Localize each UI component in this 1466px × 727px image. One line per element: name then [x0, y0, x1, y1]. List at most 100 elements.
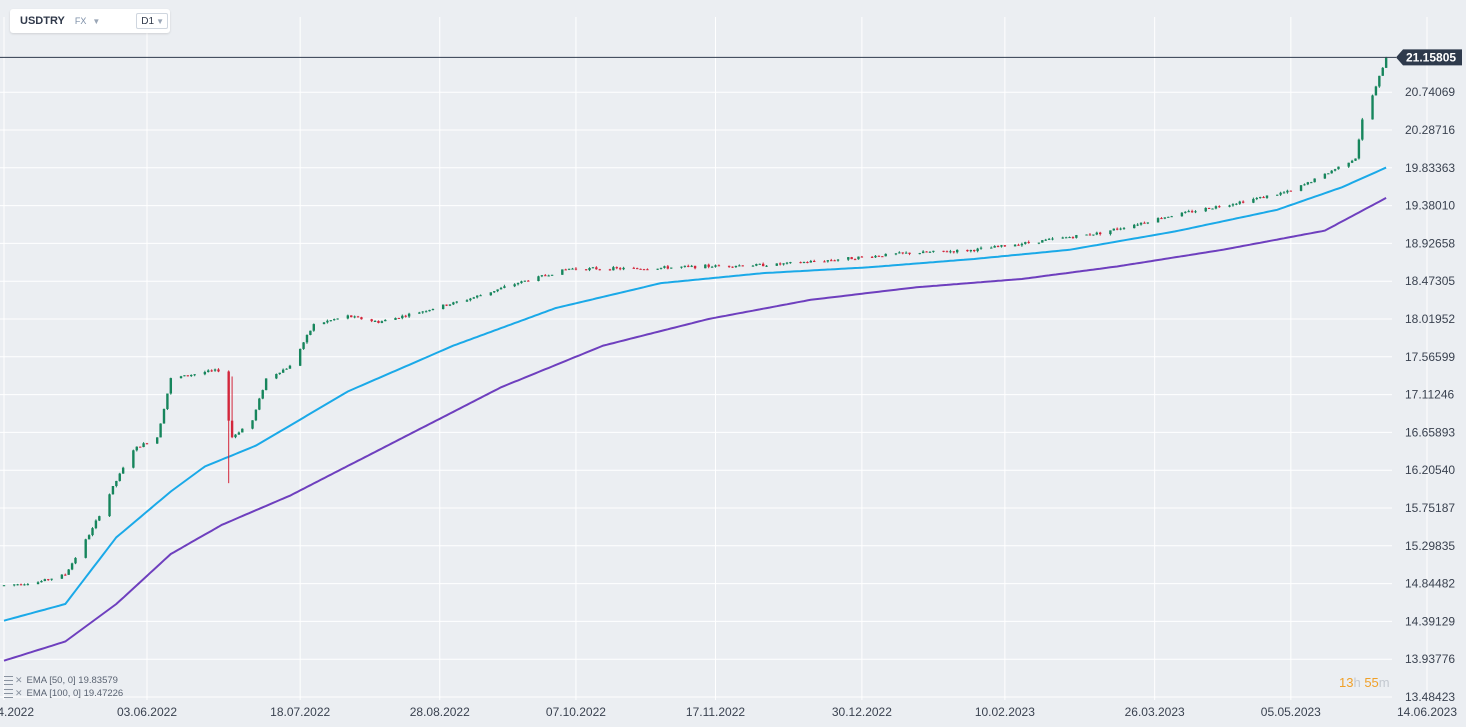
- timeframe-select[interactable]: D1 ▼: [136, 13, 169, 29]
- close-icon[interactable]: ✕: [15, 675, 23, 685]
- candle: [1361, 117, 1364, 141]
- candle: [394, 317, 397, 320]
- y-tick-label: 13.48423: [1405, 690, 1455, 704]
- candle-body: [1027, 242, 1030, 244]
- candle-body: [230, 420, 234, 438]
- candle-body: [799, 262, 802, 264]
- candle: [1371, 94, 1374, 120]
- candle: [612, 265, 615, 271]
- candle-body: [734, 265, 738, 268]
- candle-body: [547, 275, 550, 277]
- y-tick-label: 16.20540: [1405, 463, 1455, 477]
- candle: [179, 375, 183, 379]
- candle-body: [1184, 211, 1187, 213]
- y-tick-label: 15.75187: [1405, 501, 1455, 515]
- indicator-settings-icon[interactable]: [4, 676, 13, 685]
- candle: [455, 301, 458, 304]
- candle: [642, 268, 646, 271]
- candle: [591, 266, 595, 269]
- candle-body: [857, 256, 860, 260]
- last-price-value: 21.15805: [1406, 50, 1456, 64]
- candle-body: [384, 319, 387, 322]
- candle-body: [1139, 222, 1143, 225]
- candle-body: [493, 291, 496, 293]
- candle-body: [1289, 190, 1293, 192]
- candle: [741, 265, 744, 267]
- candle: [1139, 222, 1143, 226]
- candle-body: [707, 264, 710, 267]
- close-icon[interactable]: ✕: [15, 688, 23, 698]
- candle: [731, 266, 734, 268]
- x-tick-label: 07.10.2022: [546, 705, 606, 719]
- candle-body: [1374, 86, 1378, 96]
- candle-body: [993, 246, 996, 248]
- candle: [567, 268, 571, 271]
- candle-body: [377, 320, 380, 323]
- candle: [26, 583, 30, 586]
- candle: [1116, 227, 1119, 231]
- candle: [380, 320, 384, 324]
- candle-body: [441, 304, 445, 310]
- candle-body: [1327, 173, 1330, 175]
- candle-body: [213, 369, 217, 371]
- timer-hours: 13: [1339, 675, 1354, 690]
- candle-body: [418, 312, 421, 314]
- indicator-settings-icon[interactable]: [4, 689, 13, 698]
- candle: [237, 431, 241, 435]
- candle: [734, 265, 738, 268]
- candle: [217, 368, 220, 373]
- candle: [19, 583, 23, 586]
- candle-body: [285, 368, 288, 370]
- candle: [1167, 216, 1170, 218]
- candle-body: [952, 251, 956, 253]
- candle-body: [1116, 228, 1119, 230]
- candle: [785, 261, 789, 265]
- candle-body: [94, 520, 98, 529]
- candle-body: [1207, 207, 1211, 209]
- candle: [36, 581, 40, 585]
- x-tick-label: 28.08.2022: [410, 705, 470, 719]
- symbol-dropdown-icon[interactable]: ▼: [92, 16, 101, 26]
- candle-body: [1306, 182, 1310, 185]
- candle: [976, 247, 979, 253]
- candle-body: [23, 584, 26, 586]
- candle: [877, 255, 881, 257]
- candle-body: [121, 467, 125, 474]
- candle-body: [996, 246, 1000, 248]
- candle-body: [1136, 224, 1139, 226]
- candle: [761, 262, 765, 267]
- y-tick-label: 14.84482: [1405, 577, 1455, 591]
- candle: [523, 280, 527, 282]
- candle: [775, 263, 778, 267]
- candle-body: [618, 268, 622, 270]
- candle-body: [145, 443, 149, 445]
- candle-body: [540, 275, 544, 277]
- candle: [431, 308, 435, 311]
- candle-body: [74, 557, 77, 564]
- candle-body: [693, 265, 697, 269]
- candle-body: [353, 316, 356, 318]
- candle: [945, 250, 949, 253]
- candle: [469, 297, 472, 302]
- candle-body: [731, 266, 734, 268]
- candle-body: [809, 260, 813, 263]
- candle: [996, 245, 1000, 248]
- candle: [833, 259, 836, 262]
- candle: [584, 269, 588, 271]
- candle-body: [370, 319, 373, 322]
- candle-body: [312, 324, 315, 331]
- candle-body: [380, 321, 384, 323]
- candle: [809, 259, 813, 263]
- candle: [1252, 197, 1255, 204]
- candle-body: [1282, 192, 1286, 194]
- candle: [47, 578, 50, 581]
- y-tick-label: 17.56599: [1405, 350, 1455, 364]
- candle: [830, 258, 833, 262]
- symbol-label[interactable]: USDTRY: [20, 15, 65, 27]
- candle: [1381, 67, 1384, 76]
- candle-body: [84, 539, 87, 558]
- candle: [397, 317, 401, 319]
- candle: [1238, 200, 1241, 205]
- y-tick-label: 14.39129: [1405, 614, 1455, 628]
